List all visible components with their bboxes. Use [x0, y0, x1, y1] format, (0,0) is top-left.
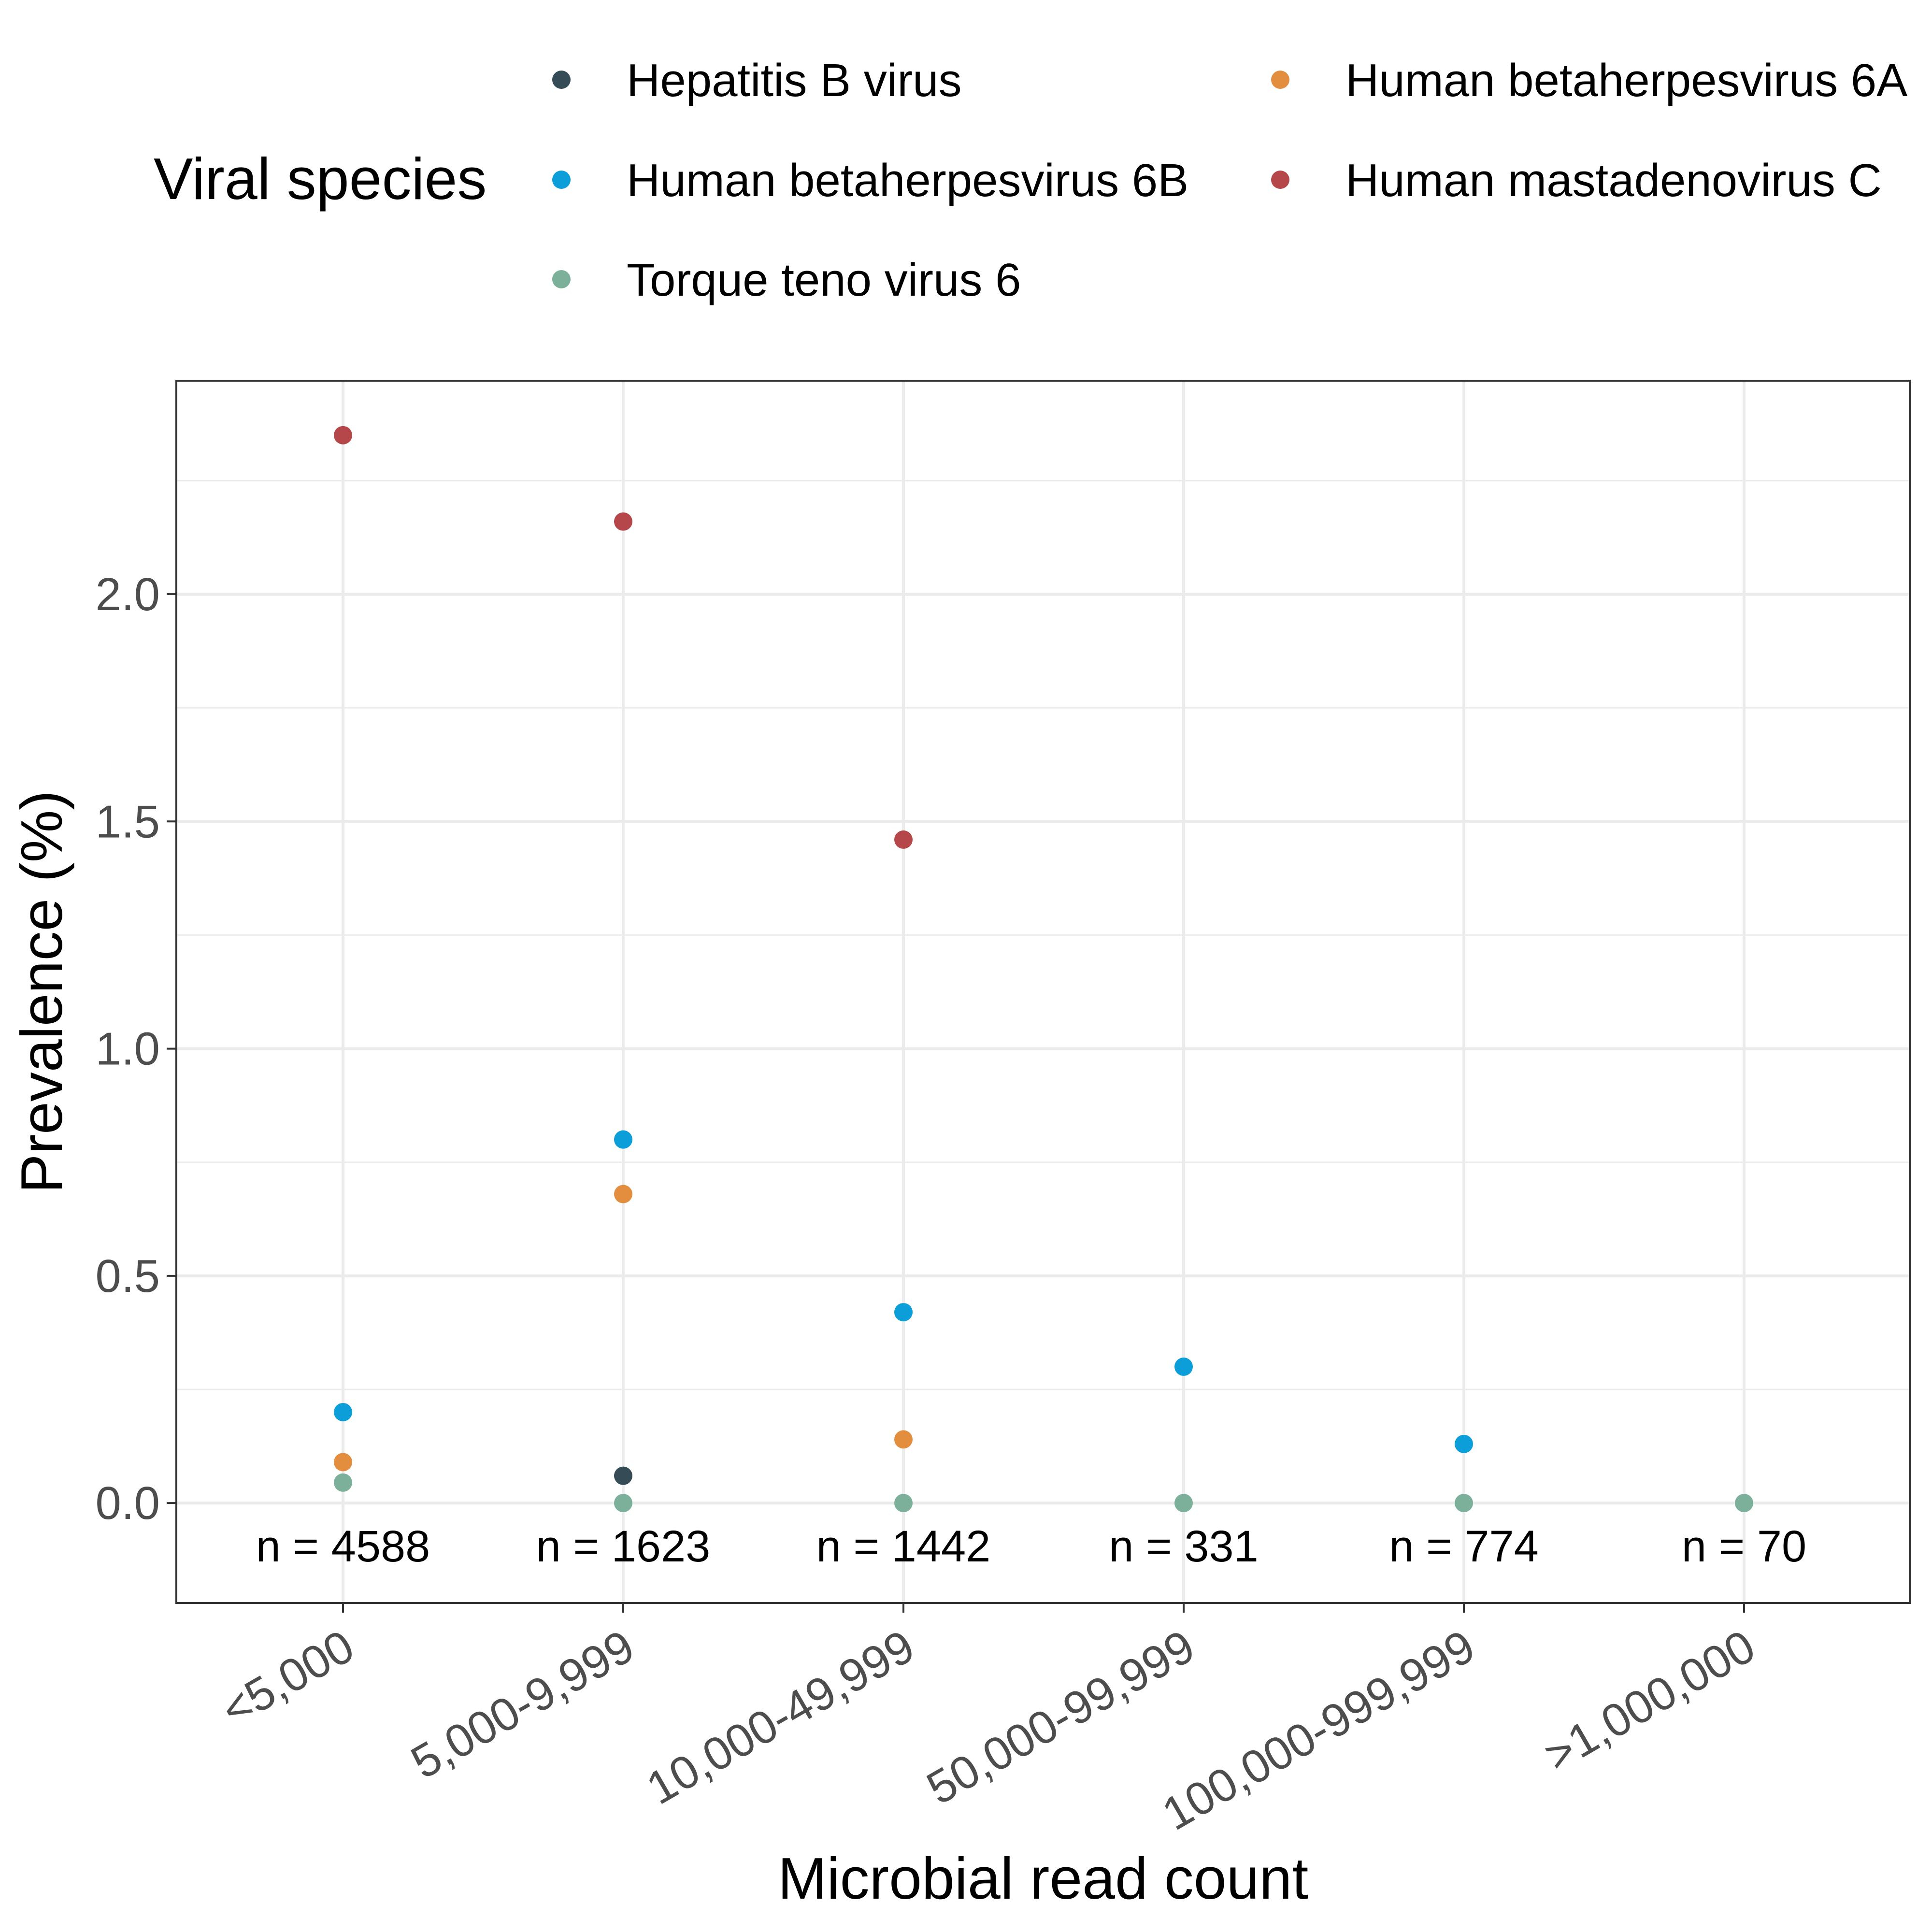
x-tick-label: 100,000-999,999 [1154, 1620, 1483, 1841]
data-point [894, 1494, 913, 1513]
data-point [614, 512, 632, 531]
plot-background [176, 381, 1910, 1603]
data-point [334, 426, 352, 444]
data-point [614, 1185, 632, 1203]
y-tick-label: 0.0 [96, 1477, 160, 1529]
major-gridlines [176, 381, 1910, 1603]
plot-area: n = 4588 n = 1623 n = 1442 n = 331 n = 774 n … [175, 380, 1911, 1604]
legend-title: Viral species [154, 146, 487, 212]
legend-key [1271, 71, 1289, 89]
data-point [894, 1303, 913, 1322]
x-tick-label: 5,000-9,999 [402, 1620, 643, 1789]
sample-size-label: n = 4588 [256, 1522, 430, 1571]
legend-label: Hepatitis B virus [627, 55, 962, 106]
y-axis: 0.0 0.5 1.0 1.5 2.0 [96, 569, 176, 1529]
sample-size-label: n = 70 [1682, 1522, 1806, 1571]
legend-key [552, 171, 571, 189]
data-point [614, 1130, 632, 1149]
data-point [1174, 1494, 1193, 1513]
x-axis: <5,000 5,000-9,99910,000-49,99950,000-99,… [213, 1603, 1764, 1841]
data-point [614, 1466, 632, 1485]
legend-label: Human betaherpesvirus 6B [627, 155, 1188, 206]
x-tick-label: 10,000-49,999 [638, 1620, 923, 1815]
data-point [1455, 1494, 1473, 1513]
plot-border [175, 380, 1911, 1604]
y-tick-label: 1.0 [96, 1023, 160, 1075]
data-point [1455, 1434, 1473, 1453]
legend-label: Human mastadenovirus C [1345, 155, 1882, 206]
sample-size-label: n = 1623 [536, 1522, 711, 1571]
x-tick-label: >1,000,000 [1536, 1620, 1764, 1782]
data-point [614, 1494, 632, 1513]
data-point [334, 1453, 352, 1472]
minor-gridlines [176, 480, 1910, 1390]
y-tick-label: 2.0 [96, 569, 160, 620]
legend-key [552, 270, 571, 288]
legend-label: Torque teno virus 6 [627, 254, 1021, 306]
sample-size-label: n = 1442 [816, 1522, 991, 1571]
x-axis-title: Microbial read count [778, 1846, 1309, 1911]
data-points [334, 426, 1753, 1513]
x-tick-label: 50,000-99,999 [918, 1620, 1203, 1815]
sample-size-label: n = 774 [1389, 1522, 1539, 1571]
x-tick-label: <5,000 [213, 1620, 362, 1737]
legend: Viral species Hepatitis B virus Human bet… [154, 55, 1907, 306]
y-tick-label: 0.5 [96, 1250, 160, 1302]
data-point [1735, 1494, 1753, 1513]
sample-size-labels: n = 4588 n = 1623 n = 1442 n = 331 n = 774 n … [256, 1522, 1807, 1571]
legend-key [552, 71, 571, 89]
y-tick-label: 1.5 [96, 796, 160, 847]
sample-size-label: n = 331 [1109, 1522, 1259, 1571]
data-point [894, 1430, 913, 1449]
data-point [334, 1402, 352, 1421]
data-point [334, 1473, 352, 1492]
legend-key [1271, 171, 1289, 189]
data-point [1174, 1357, 1193, 1376]
data-point [894, 830, 913, 849]
y-axis-title: Prevalence (%) [9, 790, 74, 1193]
legend-label: Human betaherpesvirus 6A [1345, 55, 1907, 106]
